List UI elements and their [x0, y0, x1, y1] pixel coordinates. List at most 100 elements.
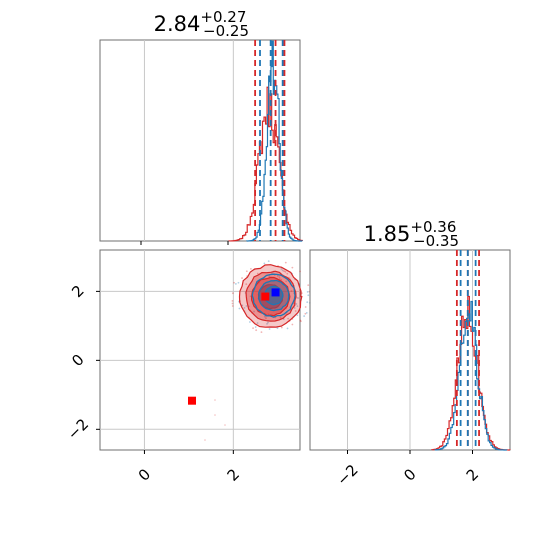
- panel-joint-sample-point: [307, 284, 310, 287]
- panel-joint-truth-marker: [188, 396, 196, 405]
- panel-joint-sample-point: [237, 281, 240, 284]
- panel-joint-sample-point: [256, 322, 259, 324]
- panel-joint-sample-point: [214, 414, 216, 416]
- panel-param2-histogram-blue: [434, 300, 508, 451]
- panel-joint-ytick-label: 0: [68, 351, 87, 370]
- panel-param2-title-minus: −0.35: [413, 232, 459, 250]
- panel-joint-sample-point: [231, 302, 234, 305]
- panel-joint-sample-point: [276, 275, 279, 277]
- panel-joint-truth-marker: [271, 288, 280, 297]
- panel-joint-sample-point: [303, 315, 306, 317]
- panel-joint-sample-point: [295, 296, 298, 299]
- panel-joint-sample-point: [293, 307, 296, 309]
- panel-joint-sample-point: [307, 294, 310, 297]
- panel-joint-sample-point: [291, 323, 294, 326]
- panel-joint-sample-point: [281, 269, 284, 272]
- panel-param1-title-plus: +0.27: [200, 8, 246, 26]
- panel-joint-ytick-label: 2: [68, 282, 87, 301]
- panel-joint-sample-point: [278, 276, 281, 278]
- panel-joint-sample-point: [295, 303, 298, 305]
- panel-param2-xtick-label: 0: [400, 465, 419, 484]
- panel-joint-sample-point: [265, 317, 267, 320]
- panel-joint-sample-point: [231, 305, 234, 307]
- panel-joint-sample-point: [245, 270, 248, 273]
- panel-param2-title: 1.85+0.36: [364, 218, 457, 246]
- panel-joint-sample-point: [254, 326, 257, 328]
- panel-joint-contour: 0 2 −2 0 2: [64, 249, 311, 485]
- panel-joint-sample-point: [294, 310, 297, 312]
- panel-joint-sample-point: [267, 321, 269, 324]
- panel-param1-frame: [99, 39, 301, 242]
- panel-joint-sample-point: [267, 260, 270, 263]
- panel-joint-sample-point: [280, 268, 283, 270]
- panel-joint-xtick-label: 0: [135, 465, 154, 484]
- panel-param2-xtick-label: 2: [463, 465, 482, 484]
- panel-joint-sample-point: [204, 439, 206, 441]
- panel-param2-histogram: −2 0 2 1.85+0.36 −0.35: [309, 218, 511, 489]
- panel-param2-title-value: 1.85: [364, 222, 411, 246]
- panel-joint-sample-point: [245, 305, 248, 307]
- panel-joint-sample-point: [299, 319, 302, 322]
- panel-joint-sample-point: [286, 272, 289, 275]
- panel-joint-sample-point: [284, 261, 287, 264]
- panel-joint-ytick-label: −2: [64, 415, 92, 443]
- panel-joint-truth-marker: [261, 292, 270, 301]
- panel-joint-sample-point: [287, 317, 290, 320]
- panel-param1-histogram: 2.84+0.27 −0.25: [99, 8, 303, 245]
- panel-joint-sample-point: [231, 300, 234, 302]
- panel-param2-xtick-label: −2: [333, 461, 361, 489]
- panel-joint-sample-point: [296, 305, 299, 308]
- panel-joint-sample-point: [250, 267, 252, 270]
- panel-joint-sample-point: [263, 315, 266, 318]
- panel-joint-sample-point: [263, 262, 266, 265]
- panel-joint-sample-point: [224, 424, 226, 426]
- panel-joint-sample-point: [285, 280, 288, 283]
- panel-joint-sample-point: [248, 321, 251, 323]
- panel-joint-sample-point: [255, 329, 258, 332]
- panel-joint-sample-point: [241, 277, 243, 279]
- panel-joint-sample-point: [252, 327, 254, 330]
- panel-joint-sample-point: [260, 331, 263, 334]
- panel-joint-sample-point: [306, 290, 309, 293]
- panel-joint-xtick-label: 2: [224, 465, 243, 484]
- panel-joint-sample-point: [290, 290, 293, 292]
- panel-param1-title-value: 2.84: [154, 12, 201, 36]
- panel-joint-contour-blue-outer: [251, 273, 296, 318]
- panel-joint-sample-point: [306, 301, 309, 304]
- panel-joint-sample-point: [297, 297, 300, 299]
- panel-joint-sample-point: [266, 322, 268, 325]
- panel-joint-sample-point: [304, 312, 307, 315]
- panel-joint-sample-point: [231, 292, 234, 295]
- panel-joint-frame: [99, 249, 301, 451]
- panel-param1-histogram-blue: [246, 40, 303, 242]
- panel-joint-sample-point: [214, 399, 216, 401]
- panel-joint-sample-point: [234, 283, 237, 285]
- panel-joint-sample-point: [286, 327, 289, 330]
- panel-joint-sample-point: [268, 275, 271, 278]
- panel-joint-sample-point: [253, 310, 255, 313]
- panel-joint-sample-point: [299, 320, 302, 323]
- panel-joint-sample-point: [276, 327, 279, 330]
- panel-joint-sample-point: [238, 307, 241, 310]
- panel-joint-sample-point: [233, 281, 235, 284]
- panel-joint-sample-point: [245, 283, 248, 286]
- panel-joint-sample-point: [280, 326, 283, 329]
- panel-joint-sample-point: [291, 266, 294, 269]
- panel-param1-title-minus: −0.25: [203, 22, 249, 40]
- panel-param1-title: 2.84+0.27: [154, 8, 247, 36]
- panel-joint-sample-point: [305, 312, 308, 314]
- panel-joint-sample-point: [243, 306, 246, 309]
- panel-param2-title-plus: +0.36: [410, 218, 456, 236]
- panel-joint-sample-point: [304, 306, 307, 308]
- panel-joint-sample-point: [267, 313, 270, 316]
- panel-joint-sample-point: [268, 328, 271, 330]
- panel-joint-sample-point: [299, 270, 301, 273]
- panel-joint-sample-point: [296, 314, 299, 317]
- panel-param2-histogram-red: [431, 295, 511, 451]
- panel-joint-sample-point: [279, 316, 282, 319]
- panel-joint-sample-point: [256, 272, 259, 275]
- panel-param1-histogram-red: [228, 86, 303, 242]
- panel-joint-sample-point: [241, 304, 244, 307]
- panel-joint-sample-point: [284, 270, 287, 273]
